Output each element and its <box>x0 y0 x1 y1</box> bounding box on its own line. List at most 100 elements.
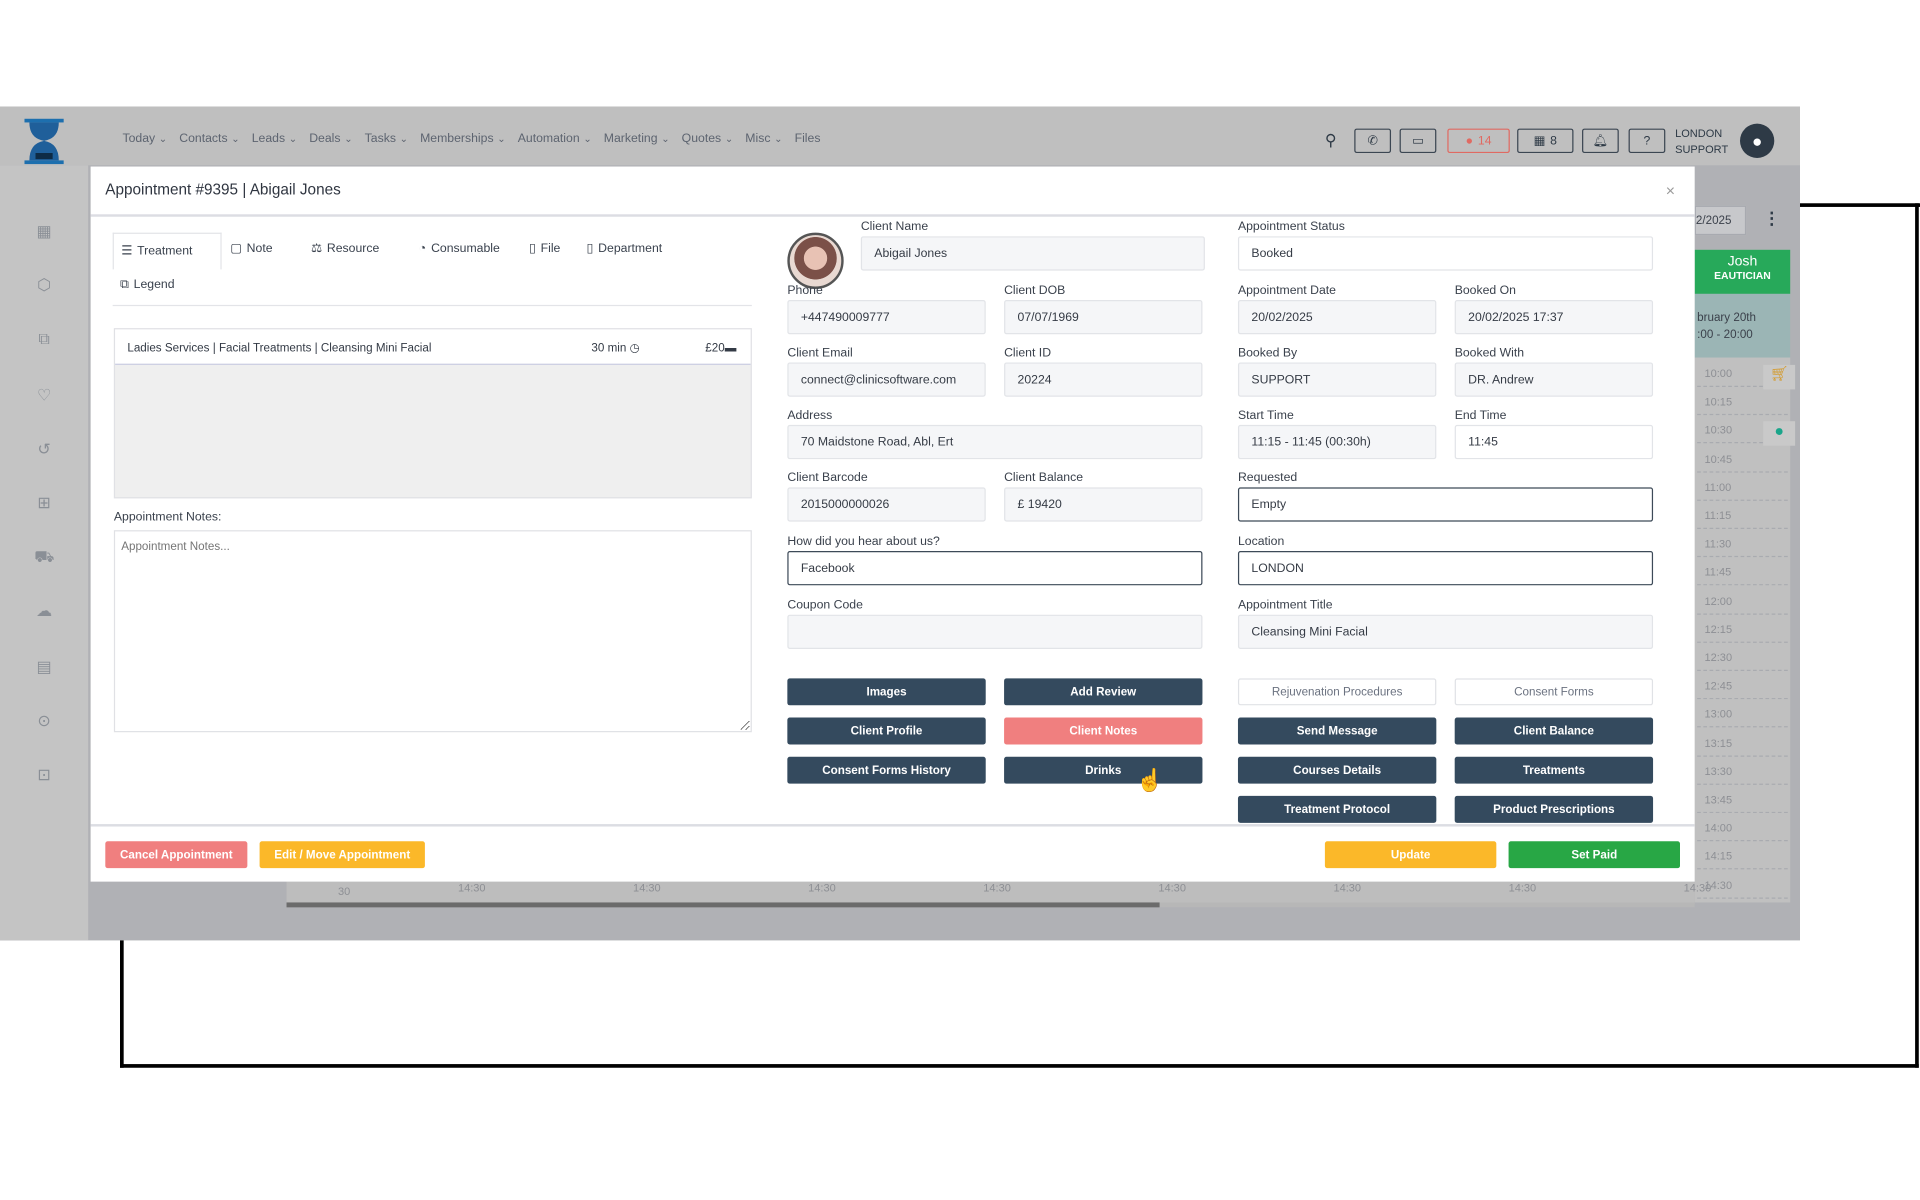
report-icon[interactable]: ▤ <box>36 657 52 676</box>
hear-input[interactable]: Facebook <box>787 551 1203 586</box>
avatar-icon[interactable]: ● <box>1740 123 1775 158</box>
dob-input[interactable]: 07/07/1969 <box>1004 300 1203 335</box>
booked-with-label: Booked With <box>1454 346 1525 361</box>
history-icon[interactable]: ↺ <box>37 439 51 458</box>
courses-button[interactable]: Courses Details <box>1237 756 1437 784</box>
messages-count: 14 <box>1477 134 1492 148</box>
horizontal-scrollbar[interactable] <box>286 902 1695 908</box>
rejuvenation-button[interactable]: Rejuvenation Procedures <box>1237 678 1437 706</box>
consent-history-button[interactable]: Consent Forms History <box>787 756 986 784</box>
address-input[interactable]: 70 Maidstone Road, Abl, Ert <box>787 424 1203 460</box>
phone-input[interactable]: +447490009777 <box>787 300 986 335</box>
time-slot-label: 14:30 <box>1704 878 1733 891</box>
store-icon: ▦ <box>1533 134 1546 148</box>
search-icon[interactable]: ⚲ <box>1324 131 1337 150</box>
nav-leads[interactable]: Leads ⌄ <box>251 132 297 146</box>
nav-misc[interactable]: Misc ⌄ <box>745 132 783 146</box>
top-bar: Today ⌄ Contacts ⌄ Leads ⌄ Deals ⌄ Tasks ⌄ Me… <box>0 106 1801 166</box>
close-icon[interactable]: × <box>1665 181 1676 200</box>
email-input[interactable]: connect@clinicsoftware.com <box>787 362 986 397</box>
time-slot-divider <box>1697 499 1788 501</box>
messages-button[interactable]: ● 14 <box>1447 128 1510 154</box>
settings-icon[interactable]: ⊙ <box>37 711 51 730</box>
client-balance-button[interactable]: Client Balance <box>1454 717 1654 745</box>
bell-icon[interactable]: 🔔︎ <box>1582 128 1619 154</box>
drinks-button[interactable]: Drinks <box>1004 756 1203 784</box>
tab-department[interactable]: ▯ Department <box>586 242 663 256</box>
booked-by-input[interactable]: SUPPORT <box>1237 362 1437 397</box>
coupon-input[interactable] <box>787 614 1203 649</box>
appt-date-input[interactable]: 20/02/2025 <box>1237 300 1437 335</box>
booked-on-input[interactable]: 20/02/2025 17:37 <box>1454 300 1654 335</box>
calendar-date-field[interactable]: 2/2025 <box>1694 205 1747 236</box>
tag-icon[interactable]: ♡ <box>36 385 52 405</box>
treatments-button[interactable]: Treatments <box>1454 756 1654 784</box>
nav-today[interactable]: Today ⌄ <box>122 132 168 146</box>
appt-title-input[interactable]: Cleansing Mini Facial <box>1237 614 1654 649</box>
lock-icon[interactable]: ⊡ <box>37 765 51 784</box>
more-icon[interactable]: ⋮ <box>1763 208 1781 228</box>
edit-move-appointment-button[interactable]: Edit / Move Appointment <box>259 841 425 869</box>
tab-file[interactable]: ▯ File <box>528 242 561 256</box>
add-review-button[interactable]: Add Review <box>1004 678 1203 706</box>
tab-legend[interactable]: ⧉ Legend <box>120 277 175 292</box>
staff-hours: bruary 20th:00 - 20:00 <box>1694 293 1791 358</box>
requested-input[interactable]: Empty <box>1237 487 1654 522</box>
phone-icon[interactable]: ✆ <box>1354 128 1392 154</box>
box-icon[interactable]: ⬡ <box>37 275 52 294</box>
nav-files[interactable]: Files <box>794 132 821 146</box>
inbox-icon[interactable]: ▭ <box>1399 128 1437 154</box>
cart-float-button[interactable]: 🛒︎ <box>1763 364 1796 390</box>
booked-with-input[interactable]: DR. Andrew <box>1454 362 1654 397</box>
time-slot-label: 10:30 <box>1704 424 1733 437</box>
appointment-notes-input[interactable] <box>113 530 752 733</box>
balance-input[interactable]: £ 19420 <box>1004 487 1203 522</box>
status-input[interactable]: Booked <box>1237 236 1654 271</box>
copy-icon[interactable]: ⧉ <box>38 329 50 348</box>
nav-memberships[interactable]: Memberships ⌄ <box>420 132 506 146</box>
tab-resource[interactable]: ⚖ Resource <box>311 242 380 256</box>
tab-treatment[interactable]: ☰ Treatment <box>112 232 222 270</box>
images-button[interactable]: Images <box>787 678 986 706</box>
client-notes-button[interactable]: Client Notes <box>1004 717 1203 745</box>
gift-icon[interactable]: ⊞ <box>37 493 51 512</box>
consent-forms-button[interactable]: Consent Forms <box>1454 678 1654 706</box>
set-paid-button[interactable]: Set Paid <box>1508 841 1681 869</box>
time-slot-divider <box>1697 811 1788 814</box>
client-name-input[interactable]: Abigail Jones <box>860 236 1205 271</box>
cloud-icon[interactable]: ☁ <box>36 601 53 620</box>
barcode-input[interactable]: 2015000000026 <box>787 487 986 522</box>
store-button[interactable]: ▦ 8 <box>1517 128 1574 154</box>
nav-tasks[interactable]: Tasks ⌄ <box>364 132 408 146</box>
scrollbar-thumb[interactable] <box>286 902 1160 908</box>
send-message-button[interactable]: Send Message <box>1237 717 1437 745</box>
start-input[interactable]: 11:15 - 11:45 (00:30h) <box>1237 424 1437 460</box>
staff-header[interactable]: Josh EAUTICIAN <box>1694 249 1791 294</box>
nav-quotes[interactable]: Quotes ⌄ <box>681 132 734 146</box>
nav-automation[interactable]: Automation ⌄ <box>517 132 592 146</box>
treatment-panel: Ladies Services | Facial Treatments | Cl… <box>113 328 752 499</box>
end-input[interactable]: 11:45 <box>1454 424 1654 460</box>
tab-note[interactable]: ▢ Note <box>230 242 273 256</box>
bottom-time-label: 30 <box>337 885 351 898</box>
frame-line <box>1915 203 1919 1068</box>
nav-deals[interactable]: Deals ⌄ <box>309 132 353 146</box>
whatsapp-float-button[interactable]: ● <box>1763 421 1796 446</box>
cancel-appointment-button[interactable]: Cancel Appointment <box>105 841 248 869</box>
client-id-input[interactable]: 20224 <box>1004 362 1203 397</box>
calendar-icon[interactable]: ▦ <box>36 221 52 241</box>
update-button[interactable]: Update <box>1324 841 1497 869</box>
nav-contacts[interactable]: Contacts ⌄ <box>179 132 240 146</box>
notes-label: Appointment Notes: <box>113 510 222 525</box>
protocol-button[interactable]: Treatment Protocol <box>1237 795 1437 823</box>
treatment-row[interactable]: Ladies Services | Facial Treatments | Cl… <box>115 329 751 365</box>
client-profile-button[interactable]: Client Profile <box>787 717 986 745</box>
tab-consumable[interactable]: ◔ Consumable <box>418 242 500 256</box>
nav-marketing[interactable]: Marketing ⌄ <box>603 132 670 146</box>
client-name-label: Client Name <box>860 220 929 234</box>
cart-icon[interactable]: ⛟ <box>34 547 55 566</box>
help-icon[interactable]: ? <box>1628 128 1666 154</box>
location-input[interactable]: LONDON <box>1237 551 1654 586</box>
prescriptions-button[interactable]: Product Prescriptions <box>1454 795 1654 823</box>
user-label[interactable]: LONDON SUPPORT <box>1675 127 1729 156</box>
